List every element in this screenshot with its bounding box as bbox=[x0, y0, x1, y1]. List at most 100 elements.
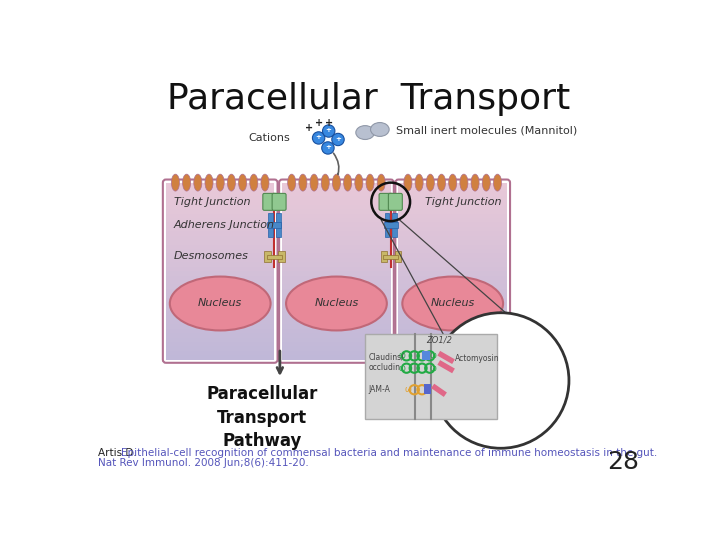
Bar bbox=[381, 251, 387, 262]
Bar bbox=[398, 231, 507, 236]
Ellipse shape bbox=[493, 174, 502, 191]
Bar bbox=[398, 236, 507, 240]
Text: +: + bbox=[315, 134, 322, 140]
Bar bbox=[282, 249, 391, 254]
FancyBboxPatch shape bbox=[272, 193, 286, 211]
Bar bbox=[398, 218, 507, 223]
Bar bbox=[279, 251, 284, 262]
Circle shape bbox=[322, 142, 334, 154]
Text: Tight Junction: Tight Junction bbox=[174, 197, 251, 207]
Bar bbox=[166, 342, 274, 347]
Bar bbox=[383, 255, 398, 259]
Text: +: + bbox=[315, 118, 323, 129]
Text: Epithelial-cell recognition of commensal bacteria and maintenance of immune home: Epithelial-cell recognition of commensal… bbox=[121, 448, 657, 458]
Ellipse shape bbox=[286, 276, 387, 330]
Bar bbox=[398, 275, 507, 280]
Bar bbox=[282, 267, 391, 272]
Ellipse shape bbox=[438, 174, 446, 191]
Bar bbox=[398, 302, 507, 307]
Bar bbox=[276, 213, 281, 237]
Bar bbox=[282, 333, 391, 338]
Bar bbox=[398, 351, 507, 356]
Bar bbox=[166, 347, 274, 351]
Bar bbox=[282, 289, 391, 294]
Text: Desmosomes: Desmosomes bbox=[174, 251, 248, 261]
Bar bbox=[282, 209, 391, 214]
Text: +: + bbox=[325, 144, 331, 150]
Bar bbox=[282, 236, 391, 240]
Text: 28: 28 bbox=[607, 450, 639, 474]
Bar bbox=[384, 222, 397, 228]
Text: Paracellular
Transport
Pathway: Paracellular Transport Pathway bbox=[207, 385, 318, 450]
Bar bbox=[166, 231, 274, 236]
Bar bbox=[282, 298, 391, 302]
Bar bbox=[166, 258, 274, 262]
Bar bbox=[398, 227, 507, 232]
Ellipse shape bbox=[377, 174, 385, 191]
Bar bbox=[398, 329, 507, 334]
Ellipse shape bbox=[288, 174, 296, 191]
Bar bbox=[398, 355, 507, 360]
Text: ω: ω bbox=[429, 363, 436, 373]
Text: +: + bbox=[335, 136, 341, 141]
Bar bbox=[267, 222, 282, 228]
Bar bbox=[166, 253, 274, 258]
Bar bbox=[282, 325, 391, 329]
Bar bbox=[166, 325, 274, 329]
Ellipse shape bbox=[250, 174, 258, 191]
Bar bbox=[398, 342, 507, 347]
Ellipse shape bbox=[404, 174, 412, 191]
Bar bbox=[282, 240, 391, 245]
Bar bbox=[282, 187, 391, 192]
Bar bbox=[282, 183, 391, 187]
Bar bbox=[282, 196, 391, 201]
Ellipse shape bbox=[426, 174, 434, 191]
Text: +: + bbox=[325, 127, 332, 133]
Text: ω: ω bbox=[398, 352, 405, 360]
Bar bbox=[282, 302, 391, 307]
Bar bbox=[264, 251, 271, 262]
Ellipse shape bbox=[216, 174, 224, 191]
Bar bbox=[437, 360, 455, 373]
Bar bbox=[437, 351, 455, 364]
Bar bbox=[166, 311, 274, 316]
Bar bbox=[282, 253, 391, 258]
Ellipse shape bbox=[471, 174, 479, 191]
Bar bbox=[398, 320, 507, 325]
Bar bbox=[282, 258, 391, 262]
Ellipse shape bbox=[170, 276, 271, 330]
Ellipse shape bbox=[460, 174, 468, 191]
FancyBboxPatch shape bbox=[379, 193, 393, 211]
Text: ω: ω bbox=[405, 385, 412, 394]
Bar bbox=[398, 205, 507, 210]
Bar bbox=[398, 240, 507, 245]
Bar bbox=[282, 285, 391, 289]
Bar bbox=[423, 384, 431, 394]
Ellipse shape bbox=[415, 174, 423, 191]
Text: ZO1/2: ZO1/2 bbox=[426, 336, 451, 345]
Bar bbox=[398, 289, 507, 294]
Bar bbox=[431, 384, 447, 397]
Bar bbox=[166, 280, 274, 285]
Bar bbox=[398, 338, 507, 342]
Ellipse shape bbox=[366, 174, 374, 191]
Bar bbox=[166, 200, 274, 205]
Bar bbox=[166, 196, 274, 201]
Ellipse shape bbox=[171, 174, 179, 191]
Bar bbox=[398, 187, 507, 192]
Text: Cations: Cations bbox=[248, 133, 290, 143]
FancyBboxPatch shape bbox=[388, 193, 402, 211]
Bar bbox=[398, 347, 507, 351]
Bar bbox=[166, 187, 274, 192]
Ellipse shape bbox=[299, 174, 307, 191]
Bar bbox=[282, 245, 391, 249]
Bar bbox=[398, 253, 507, 258]
Bar bbox=[398, 325, 507, 329]
Bar bbox=[398, 245, 507, 249]
Bar bbox=[282, 351, 391, 356]
Text: +: + bbox=[305, 123, 313, 133]
Bar bbox=[166, 267, 274, 272]
Bar bbox=[166, 289, 274, 294]
Text: ω: ω bbox=[429, 352, 436, 360]
Bar bbox=[282, 338, 391, 342]
